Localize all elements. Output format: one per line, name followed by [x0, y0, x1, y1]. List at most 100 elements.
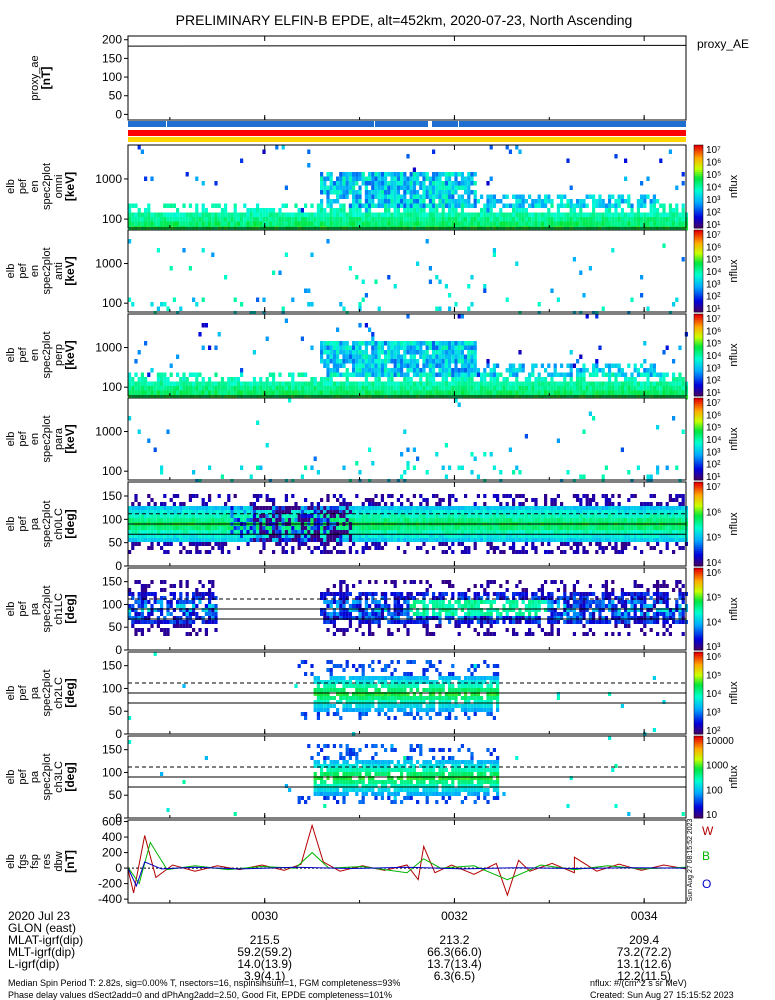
spectrogram-cell	[246, 518, 250, 522]
spectrogram-cell	[617, 494, 621, 498]
spectrogram-cell	[592, 526, 596, 530]
spectrogram-cell	[588, 526, 592, 530]
spectrogram-cell	[544, 502, 548, 506]
spectrogram-cell	[460, 377, 464, 382]
spectrogram-cell	[246, 390, 250, 395]
spectrogram-cell	[422, 542, 426, 546]
spectrogram-cell	[470, 506, 474, 510]
ylabel-line: spec2plot	[41, 247, 53, 294]
spectrogram-cell	[403, 526, 407, 530]
spectrogram-cell	[364, 530, 368, 534]
spectrogram-cell	[313, 538, 317, 542]
spectrogram-cell	[134, 381, 138, 386]
spectrogram-cell	[444, 542, 448, 546]
spectrogram-cell	[432, 534, 436, 538]
spectrogram-cell	[403, 350, 407, 355]
spectrogram-cell	[444, 526, 448, 530]
spectrogram-cell	[323, 217, 327, 222]
spectrogram-cell	[467, 518, 471, 522]
spectrogram-cell	[387, 208, 391, 213]
spectrogram-cell	[656, 534, 660, 538]
spectrogram-cell	[556, 438, 560, 443]
spectrogram-cell	[400, 386, 404, 391]
spectrogram-cell	[576, 534, 580, 538]
spectrogram-cell	[572, 510, 576, 514]
spectrogram-cell	[233, 311, 237, 316]
spectrogram-cell	[156, 542, 160, 546]
spectrogram-cell	[377, 194, 381, 199]
spectrogram-cell	[188, 381, 192, 386]
spectrogram-cell	[406, 341, 410, 346]
spectrogram-cell	[496, 381, 500, 386]
spectrogram-cell	[160, 386, 164, 391]
spectrogram-cell	[240, 534, 244, 538]
spectrogram-cell	[435, 452, 439, 457]
spectrogram-cell	[128, 530, 132, 534]
spectrogram-cell	[368, 172, 372, 177]
spectrogram-cell	[435, 372, 439, 377]
spectrogram-cell	[473, 194, 477, 199]
spectrogram-cell	[176, 538, 180, 542]
spectrogram-cell	[163, 596, 167, 600]
spectrogram-cell	[265, 381, 269, 386]
spectrogram-cell	[320, 506, 324, 510]
spectrogram-cell	[441, 538, 445, 542]
spectrogram-cell	[233, 518, 237, 522]
spectrogram-cell	[556, 518, 560, 522]
spectrogram-cell	[268, 217, 272, 222]
spectrogram-cell	[342, 190, 346, 195]
spectrogram-cell	[412, 221, 416, 226]
spectrogram-cell	[166, 534, 170, 538]
colorbar-tick: 10⁴	[706, 351, 721, 362]
spectrogram-cell	[329, 185, 333, 190]
spectrogram-cell	[364, 181, 368, 186]
spectrogram-cell	[201, 248, 205, 253]
spectrogram-cell	[473, 381, 477, 386]
spectrogram-cell	[668, 208, 672, 213]
spectrogram-cell	[288, 526, 292, 530]
spectrogram-cell	[355, 341, 359, 346]
spectrogram-cell	[329, 208, 333, 213]
spectrogram-cell	[649, 530, 653, 534]
spectrogram-cell	[588, 534, 592, 538]
spectrogram-cell	[617, 363, 621, 368]
spectrogram-cell	[211, 221, 215, 226]
spectrogram-cell	[489, 377, 493, 382]
spectrogram-cell	[604, 372, 608, 377]
spectrogram-cell	[409, 341, 413, 346]
spectrogram-cell	[464, 546, 468, 550]
spectrogram-cell	[361, 381, 365, 386]
spectrogram-cell	[355, 190, 359, 195]
spectrogram-cell	[547, 194, 551, 199]
spectrogram-cell	[483, 526, 487, 530]
spectrogram-cell	[598, 390, 602, 395]
spectrogram-cell	[534, 526, 538, 530]
ylabel-line: omni	[53, 175, 65, 199]
spectrogram-cell	[678, 217, 682, 222]
spectrogram-cell	[348, 381, 352, 386]
spectrogram-cell	[281, 510, 285, 514]
spectrogram-cell	[585, 550, 589, 554]
spectrogram-cell	[163, 628, 167, 632]
ylabel-line: elb	[5, 432, 17, 447]
spectrogram-cell	[387, 212, 391, 217]
spectrogram-cell	[393, 510, 397, 514]
spectrogram-cell	[268, 510, 272, 514]
spectrogram-cell	[422, 526, 426, 530]
spectrogram-cell	[233, 538, 237, 542]
spectrogram-cell	[489, 386, 493, 391]
spectrogram-cell	[483, 386, 487, 391]
spectrogram-cell	[361, 386, 365, 391]
spectrogram-cell	[588, 506, 592, 510]
spectrogram-cell	[547, 506, 551, 510]
spectrogram-cell	[160, 510, 164, 514]
spectrogram-cell	[448, 363, 452, 368]
spectrogram-cell	[176, 534, 180, 538]
spectrogram-cell	[342, 354, 346, 359]
spectrogram-cell	[227, 530, 231, 534]
spectrogram-cell	[627, 390, 631, 395]
spectrogram-cell	[233, 526, 237, 530]
spectrogram-cell	[144, 620, 148, 624]
spectrogram-cell	[345, 510, 349, 514]
spectrogram-cell	[425, 363, 429, 368]
